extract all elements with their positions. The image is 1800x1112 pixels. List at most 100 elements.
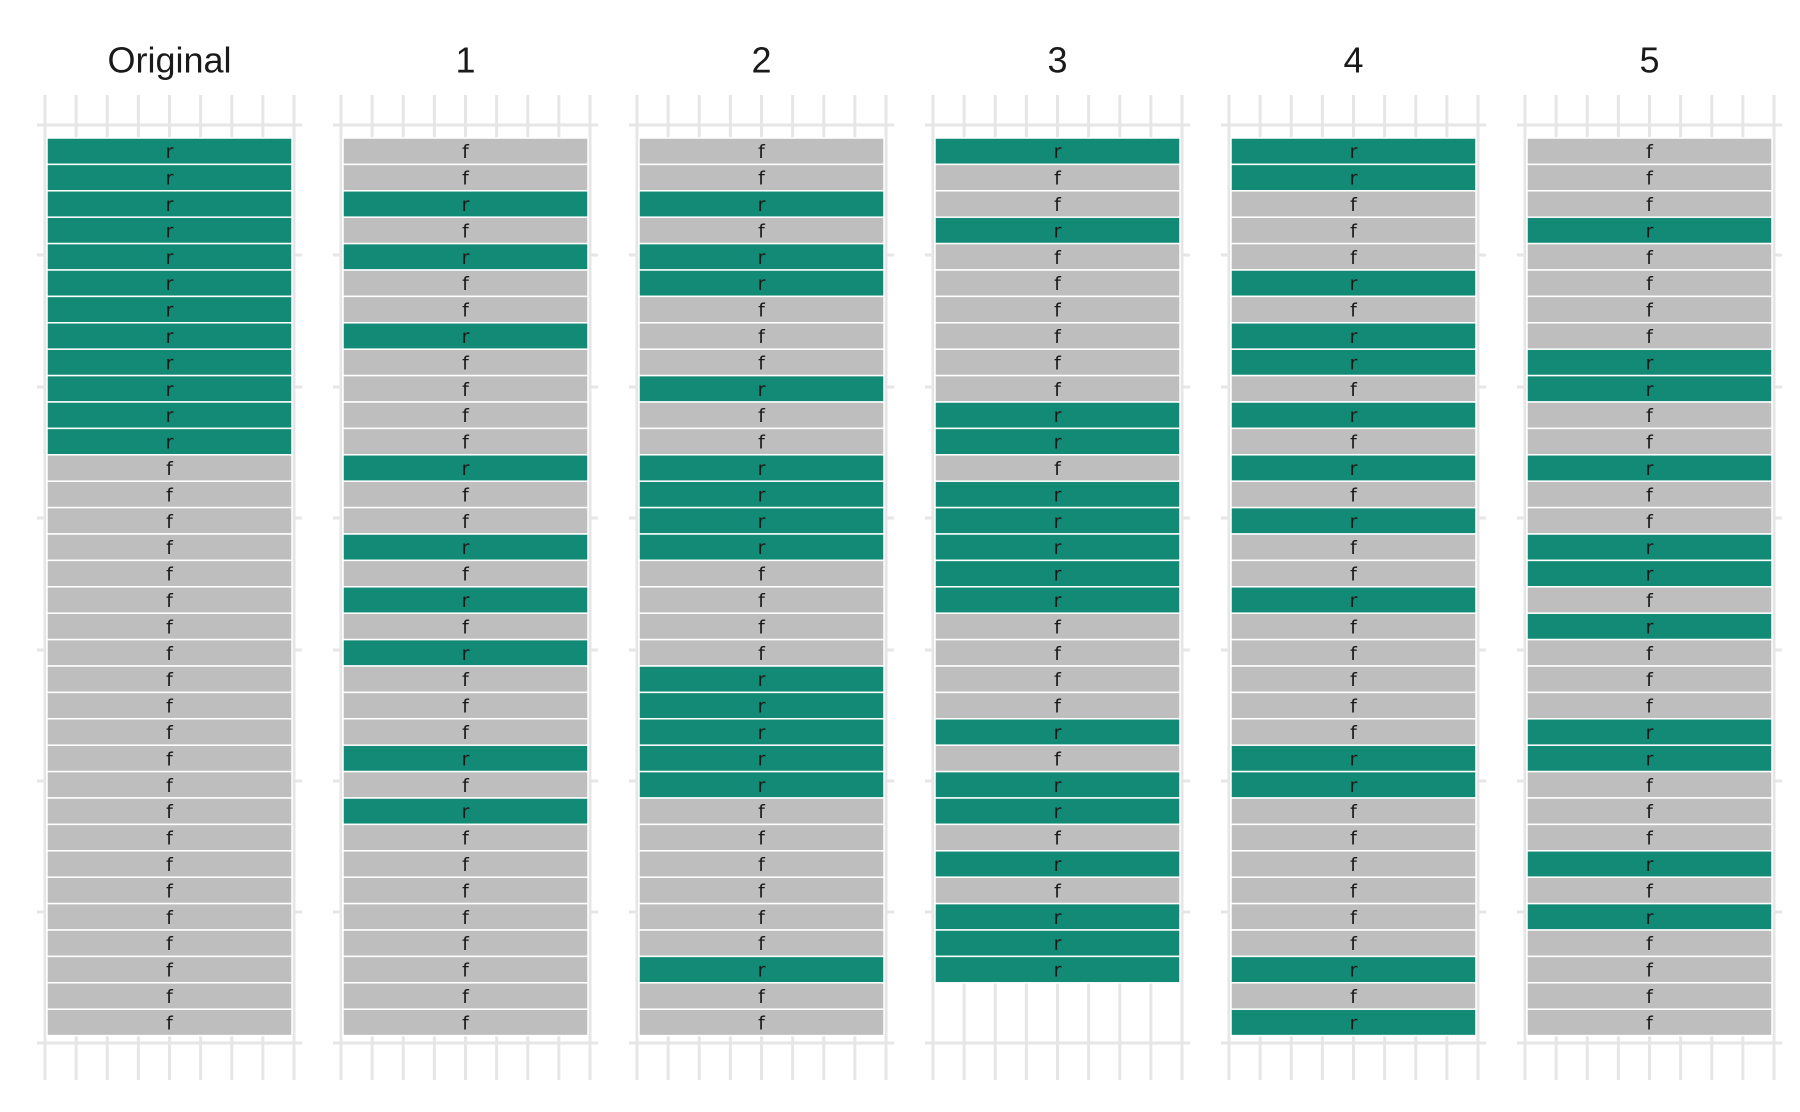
cell bbox=[342, 876, 589, 905]
cell bbox=[46, 269, 293, 298]
cell-label: r bbox=[1054, 590, 1062, 612]
cell-label: f bbox=[1350, 484, 1358, 506]
cell-label: r bbox=[1054, 220, 1062, 242]
cell-label: f bbox=[462, 986, 470, 1008]
cell bbox=[638, 295, 885, 324]
cell-label: f bbox=[166, 1012, 174, 1034]
cell-label: r bbox=[1646, 564, 1654, 586]
cell-label: r bbox=[1054, 141, 1062, 163]
cell-label: f bbox=[1646, 300, 1654, 322]
cell bbox=[1526, 454, 1773, 482]
cell bbox=[342, 137, 589, 166]
cell-label: r bbox=[758, 960, 766, 982]
cell bbox=[46, 744, 293, 773]
cell-label: r bbox=[166, 326, 174, 348]
cell-label: f bbox=[462, 722, 470, 744]
cell-label: f bbox=[1350, 194, 1358, 216]
cell bbox=[46, 454, 293, 482]
cell-label: f bbox=[1054, 300, 1062, 322]
cell bbox=[1230, 269, 1477, 298]
cell bbox=[342, 295, 589, 324]
cell-label: f bbox=[166, 511, 174, 533]
cell bbox=[46, 480, 293, 509]
cell-label: f bbox=[166, 748, 174, 770]
cell-label: f bbox=[166, 828, 174, 850]
cell bbox=[1526, 902, 1773, 931]
cell-label: r bbox=[1646, 748, 1654, 770]
cell bbox=[1230, 348, 1477, 377]
cell-label: r bbox=[462, 748, 470, 770]
cell-label: f bbox=[1646, 247, 1654, 269]
cell bbox=[934, 955, 1181, 984]
cell bbox=[934, 269, 1181, 298]
cell bbox=[1526, 718, 1773, 746]
cell bbox=[342, 1008, 589, 1037]
cell bbox=[46, 1008, 293, 1037]
cell-label: r bbox=[758, 775, 766, 797]
cell-label: f bbox=[1646, 326, 1654, 348]
cell-label: f bbox=[166, 537, 174, 559]
cell-label: r bbox=[1350, 405, 1358, 427]
cell bbox=[1230, 770, 1477, 799]
cell bbox=[1526, 823, 1773, 852]
cell-label: f bbox=[462, 300, 470, 322]
cell-label: f bbox=[1350, 669, 1358, 691]
cell bbox=[1526, 929, 1773, 958]
cell-label: r bbox=[1646, 854, 1654, 876]
cell bbox=[638, 427, 885, 456]
cell-label: f bbox=[1350, 854, 1358, 876]
cell-label: r bbox=[166, 405, 174, 427]
cell bbox=[46, 242, 293, 271]
cell-label: f bbox=[1350, 880, 1358, 902]
cell bbox=[46, 929, 293, 958]
cell-label: f bbox=[1646, 590, 1654, 612]
cell-label: f bbox=[1350, 828, 1358, 850]
cell bbox=[342, 506, 589, 535]
panel-1: Originalrrrrrrrrrrrrffffffffffffffffffff… bbox=[37, 40, 302, 1080]
cell-label: f bbox=[1646, 669, 1654, 691]
cell bbox=[638, 374, 885, 403]
cell-label: f bbox=[1054, 880, 1062, 902]
cell-label: f bbox=[462, 1012, 470, 1034]
cell-label: r bbox=[1646, 616, 1654, 638]
cell-label: r bbox=[166, 432, 174, 454]
cell-label: f bbox=[462, 484, 470, 506]
cell-label: r bbox=[1646, 537, 1654, 559]
cell-label: r bbox=[166, 141, 174, 163]
cell-label: r bbox=[1054, 933, 1062, 955]
cell-label: f bbox=[462, 432, 470, 454]
cell-label: r bbox=[462, 801, 470, 823]
cell-label: f bbox=[1054, 168, 1062, 190]
cell bbox=[1526, 955, 1773, 984]
cell-label: r bbox=[1350, 326, 1358, 348]
cell bbox=[934, 902, 1181, 931]
cell-label: r bbox=[758, 722, 766, 744]
cell bbox=[934, 216, 1181, 245]
cell bbox=[638, 480, 885, 509]
cell-label: f bbox=[166, 722, 174, 744]
cell-label: r bbox=[1054, 432, 1062, 454]
cell bbox=[46, 982, 293, 1010]
cell bbox=[1526, 269, 1773, 298]
cell bbox=[1526, 533, 1773, 562]
cell-label: f bbox=[166, 643, 174, 665]
cell-label: r bbox=[462, 194, 470, 216]
cell-label: f bbox=[758, 616, 766, 638]
cell-label: f bbox=[758, 801, 766, 823]
cell bbox=[46, 638, 293, 667]
cell bbox=[638, 586, 885, 614]
cell-label: r bbox=[1646, 458, 1654, 480]
cell-label: f bbox=[1054, 669, 1062, 691]
cell-label: f bbox=[1646, 643, 1654, 665]
cell-label: f bbox=[1646, 432, 1654, 454]
cell bbox=[1526, 1008, 1773, 1037]
cell bbox=[1230, 137, 1477, 166]
cell-label: r bbox=[758, 748, 766, 770]
cell bbox=[342, 665, 589, 694]
cell bbox=[934, 480, 1181, 509]
cell-label: f bbox=[758, 643, 766, 665]
cell bbox=[638, 163, 885, 192]
